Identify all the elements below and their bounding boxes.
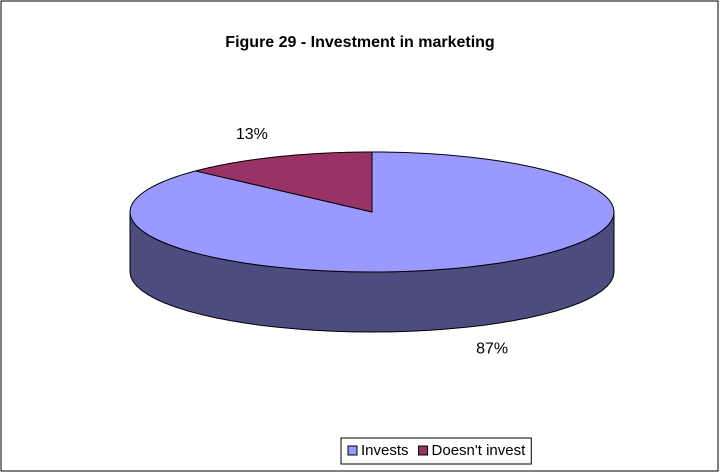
- data-label: 13%: [236, 126, 268, 143]
- legend-label: Doesn't invest: [432, 442, 527, 459]
- legend-swatch: [418, 445, 429, 456]
- legend-label: Invests: [361, 442, 409, 459]
- chart-title: Figure 29 - Investment in marketing: [225, 34, 494, 51]
- legend-swatch: [347, 445, 358, 456]
- pie-slice: [195, 151, 373, 213]
- data-label: 87%: [476, 340, 508, 357]
- legend-box: [340, 437, 532, 465]
